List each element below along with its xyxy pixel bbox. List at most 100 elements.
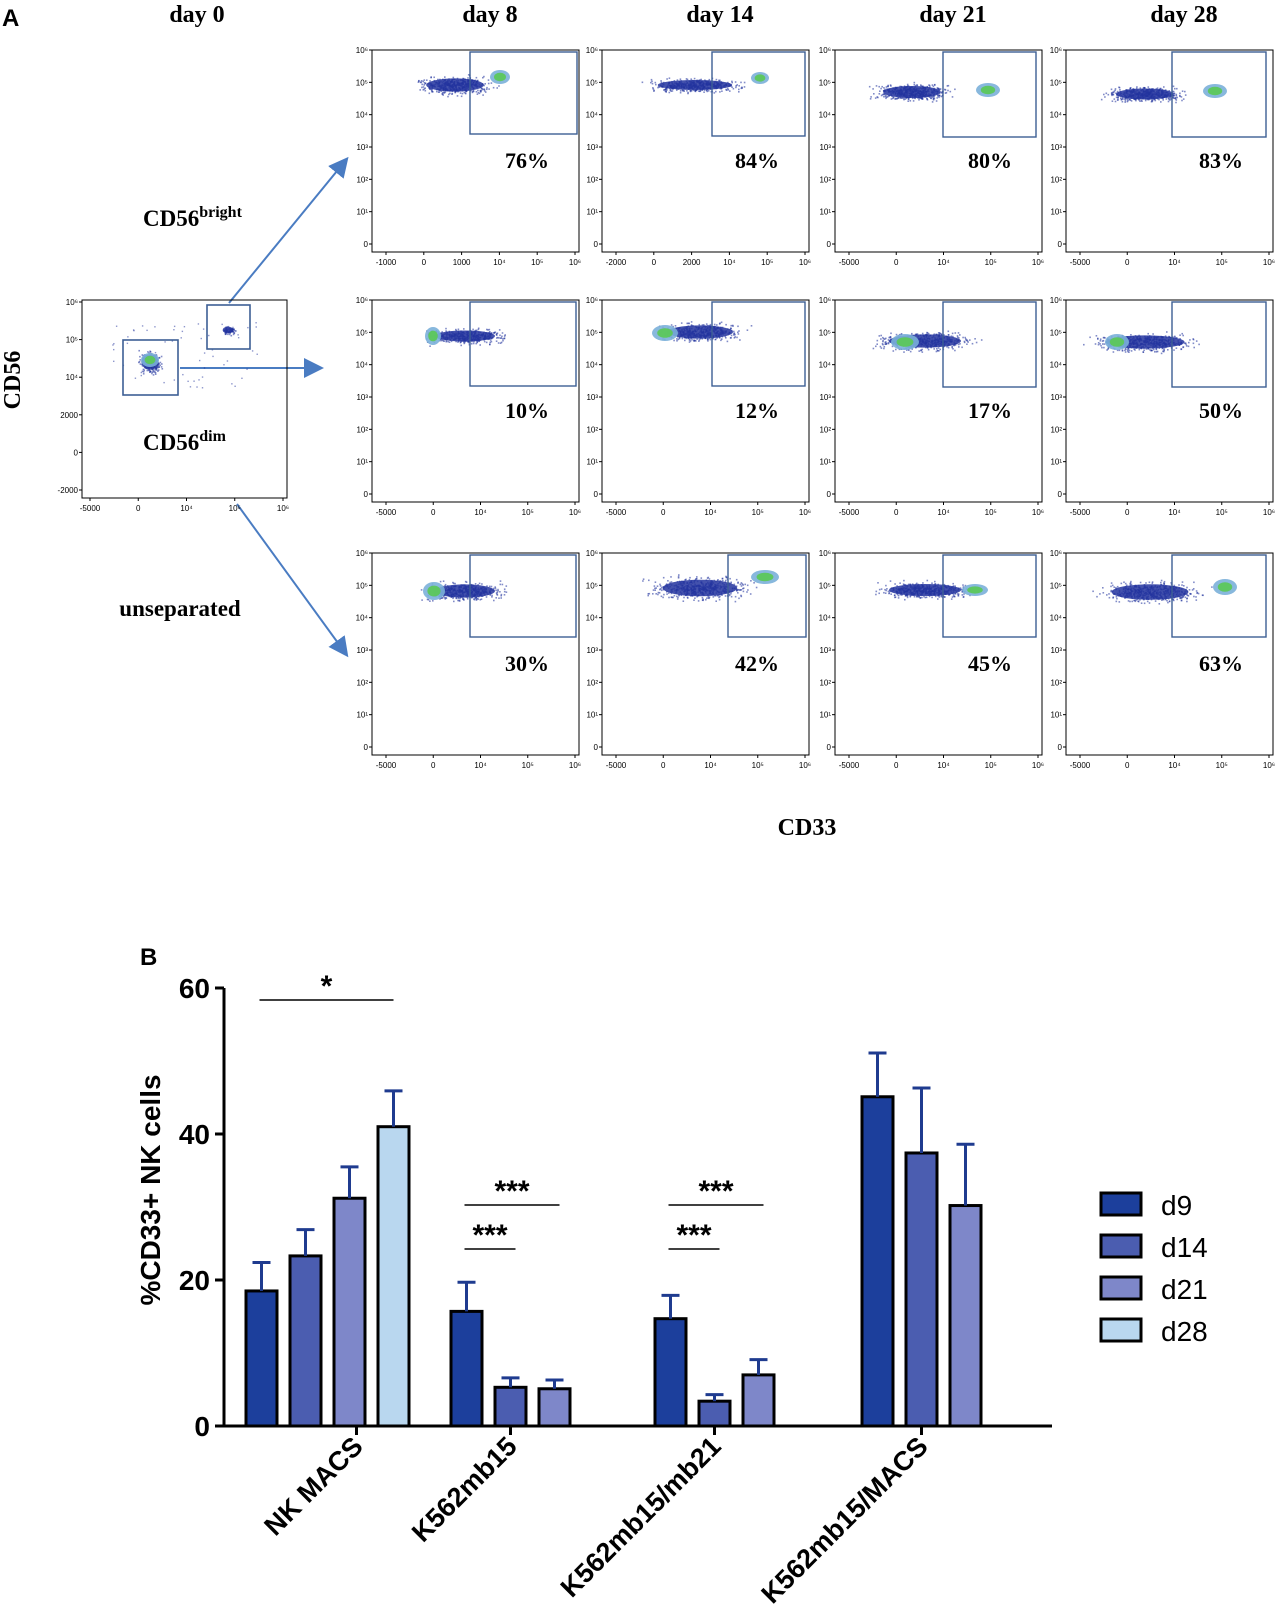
bar-d21 xyxy=(948,1204,983,1428)
y-tick-label: 10³ xyxy=(1050,393,1062,402)
y-tick-label: 10⁴ xyxy=(1050,361,1063,370)
cd56-dim-sup: dim xyxy=(199,428,226,445)
y-tick-label: 10⁵ xyxy=(819,581,831,590)
y-tick-label: 10³ xyxy=(356,646,368,655)
day-header: day 8 xyxy=(462,2,517,28)
x-tick-label: 10⁵ xyxy=(985,761,997,770)
x-tick-label: -5000 xyxy=(1070,258,1091,267)
y-tick-label: 10⁵ xyxy=(586,581,598,590)
y-tick-label: 10¹ xyxy=(356,208,368,217)
x-tick-label: -5000 xyxy=(839,508,860,517)
x-tick-label: 0 xyxy=(431,508,436,517)
y-tick-label: 10⁶ xyxy=(1050,296,1062,305)
x-tick-label: 10⁴ xyxy=(1168,508,1181,517)
y-tick-label: 10¹ xyxy=(819,711,831,720)
x-tick-label: 0 xyxy=(661,761,666,770)
cd33-gate xyxy=(1171,301,1267,388)
y-tick-label: 10⁶ xyxy=(1050,46,1062,55)
y-tick-label: 10⁴ xyxy=(586,361,599,370)
bar-d9 xyxy=(449,1309,484,1428)
x-tick-label: 10⁶ xyxy=(799,508,811,517)
x-tick-label: 10⁵ xyxy=(761,258,773,267)
y-tick-label: 10² xyxy=(356,678,368,687)
y-tick-label: 0 xyxy=(1058,240,1063,249)
gate-percentage: 80% xyxy=(968,148,1012,173)
y-tick-label: 10³ xyxy=(1050,646,1062,655)
y-tick-label: 10¹ xyxy=(586,208,598,217)
bar-d28 xyxy=(376,1125,411,1428)
y-tick-label: 0 xyxy=(827,743,832,752)
gate-arrows xyxy=(180,156,349,658)
cd33-gate xyxy=(469,554,577,638)
x-tick-label: 10⁵ xyxy=(1216,508,1228,517)
y-tick-label: 10⁴ xyxy=(356,614,369,623)
y-tick-label: 10³ xyxy=(586,646,598,655)
y-tick-label: 10⁶ xyxy=(1050,549,1062,558)
x-tick-label: 10⁵ xyxy=(522,761,534,770)
bar-d9 xyxy=(653,1317,688,1428)
x-tick-label: 10⁴ xyxy=(704,508,717,517)
x-tick-label: 10⁴ xyxy=(704,761,717,770)
x-tick-label: 10⁶ xyxy=(799,258,811,267)
gate-percentage: 83% xyxy=(1199,148,1243,173)
x-tick-label: 10⁴ xyxy=(1168,761,1181,770)
y-tick-label: 2000 xyxy=(60,411,78,420)
y-tick-label: 10² xyxy=(819,678,831,687)
bar-d9 xyxy=(244,1289,279,1428)
y-tick-label: 0 xyxy=(594,240,599,249)
y-axis-label: %CD33+ NK cells xyxy=(135,1074,166,1305)
day-0-plot: 10⁶ 10⁵ 10⁴ 2000 0 -2000-5000 0 10⁴ 10⁵ 10⁶ xyxy=(58,298,290,513)
bar-d21 xyxy=(741,1373,776,1428)
x-tick-label: -5000 xyxy=(606,508,627,517)
y-tick-label: 10⁶ xyxy=(819,296,831,305)
x-tick-label: 10⁵ xyxy=(1216,258,1228,267)
panel-a-label: A xyxy=(2,5,19,32)
x-tick-label: 10⁶ xyxy=(1263,508,1275,517)
x-tick-label: 10⁴ xyxy=(937,508,950,517)
gate-percentage: 63% xyxy=(1199,651,1243,676)
x-tick-label: -5000 xyxy=(839,258,860,267)
x-tick-label: 10⁴ xyxy=(723,258,736,267)
y-tick-label: 10⁶ xyxy=(356,296,368,305)
y-tick-label: 10³ xyxy=(819,143,831,152)
significance-label: * xyxy=(321,970,333,1003)
flow-plot: 10⁶ 10⁵ 10⁴ 10³ 10² 10¹ 0 -5000 0 10⁴ 10⁵ 10⁶ 83% xyxy=(1050,46,1275,267)
cd33-gate xyxy=(942,554,1037,638)
day-0-header: day 0 xyxy=(169,2,224,28)
y-tick-label: 10² xyxy=(819,425,831,434)
y-tick-label: 10⁵ xyxy=(1050,581,1062,590)
x-tick-label: 10⁶ xyxy=(569,761,581,770)
y-tick-label: 20 xyxy=(179,1265,210,1296)
bar-d21 xyxy=(332,1196,367,1428)
x-tick-label: 10⁴ xyxy=(180,504,193,513)
cd56-dim-base: CD56 xyxy=(143,430,199,455)
x-tick-label: -2000 xyxy=(606,258,627,267)
cd56-bright-sup: bright xyxy=(199,204,242,221)
x-tick-label: 0 xyxy=(136,504,141,513)
panel-a: A day 0 CD56 CD33 CD56bright CD56dim uns… xyxy=(0,2,1275,841)
x-tick-label: 0 xyxy=(1125,258,1130,267)
gate-percentage: 45% xyxy=(968,651,1012,676)
cd56-bright-gate xyxy=(206,304,251,350)
x-tick-label: 2000 xyxy=(683,258,701,267)
y-tick-label: 0 xyxy=(594,743,599,752)
x-tick-label: -5000 xyxy=(839,761,860,770)
x-tick-label: -5000 xyxy=(606,761,627,770)
x-tick-label: 10⁵ xyxy=(752,761,764,770)
category-label: NK MACS xyxy=(258,1431,368,1541)
x-tick-label: -5000 xyxy=(1070,508,1091,517)
cd56-axis-label: CD56 xyxy=(0,351,26,410)
x-tick-label: -5000 xyxy=(376,761,397,770)
y-tick-label: 0 xyxy=(364,240,369,249)
gate-percentage: 76% xyxy=(505,148,549,173)
x-tick-label: 10⁴ xyxy=(937,761,950,770)
bar-d14 xyxy=(904,1151,939,1428)
y-tick-label: 10¹ xyxy=(819,458,831,467)
gate-percentage: 30% xyxy=(505,651,549,676)
y-tick-label: 10⁴ xyxy=(356,111,369,120)
y-tick-label: -2000 xyxy=(58,486,79,495)
y-tick-label: 10⁴ xyxy=(819,111,832,120)
flow-plot: 10⁶ 10⁵ 10⁴ 10³ 10² 10¹ 0 -5000 0 10⁴ 10⁵ 10⁶ 30% xyxy=(356,549,581,770)
x-tick-label: 10⁶ xyxy=(277,504,289,513)
bar-d14 xyxy=(493,1385,528,1428)
